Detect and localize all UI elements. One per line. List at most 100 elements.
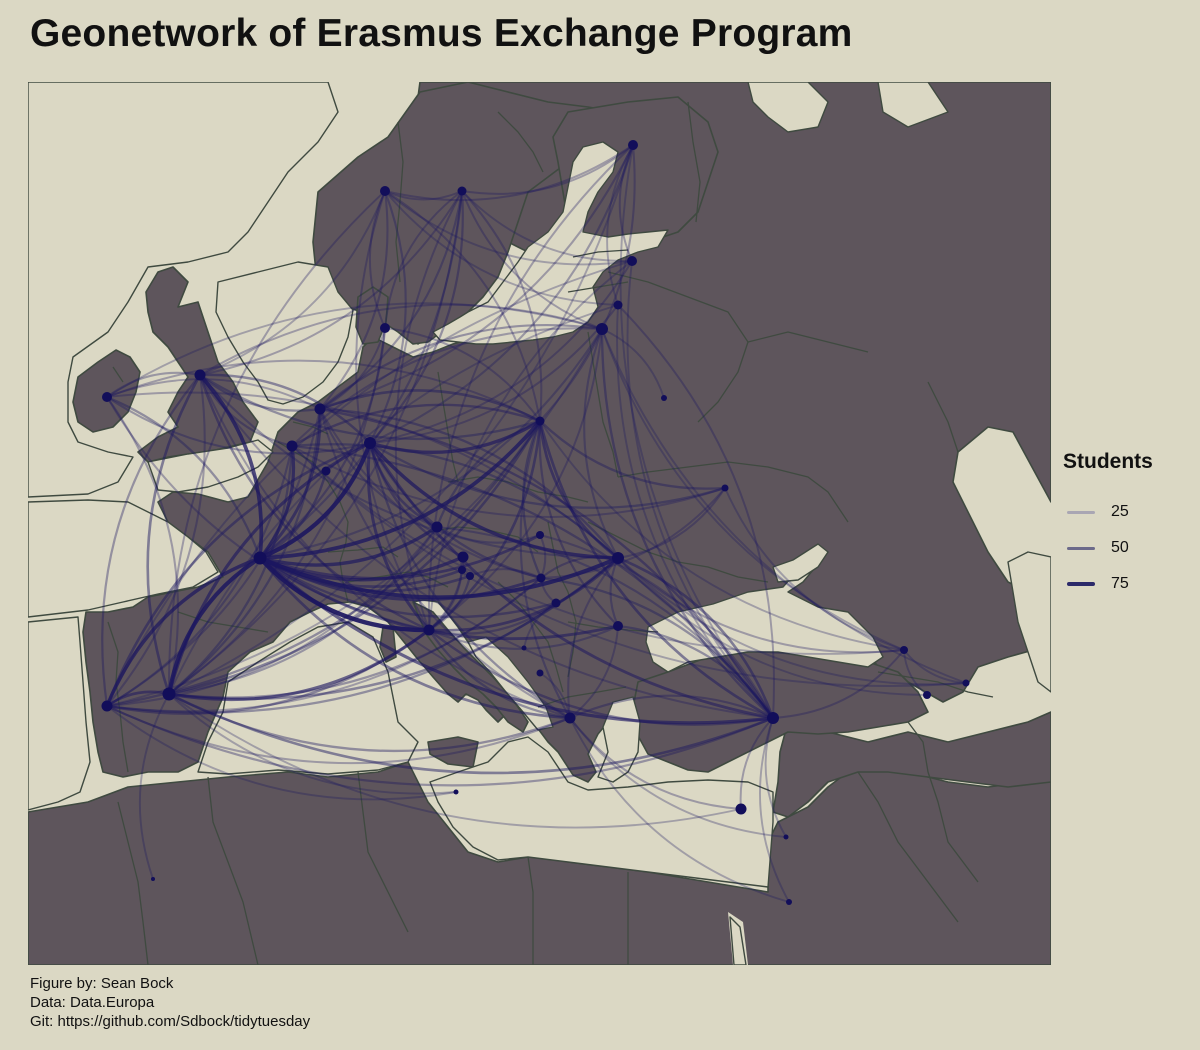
flow-GE-AM xyxy=(903,649,928,696)
flow-LT-BE xyxy=(290,327,604,448)
flow-UK-SE xyxy=(199,190,463,376)
flow-ES-BE xyxy=(167,444,294,696)
north-sea xyxy=(215,261,354,405)
node-RS xyxy=(551,598,561,608)
flow-NL-HU xyxy=(318,407,543,580)
flow-FR-SE xyxy=(258,189,464,560)
flow-ES-FI xyxy=(168,144,634,695)
flow-ES-TR xyxy=(167,692,775,775)
node-ES xyxy=(162,687,176,701)
flow-LT-RO xyxy=(583,327,620,560)
flow-NO-EE xyxy=(384,190,633,266)
border-hu-ro xyxy=(547,521,569,593)
mediterranean-west xyxy=(197,621,419,775)
flow-FR-DE xyxy=(257,440,373,561)
border-no-se xyxy=(395,121,404,283)
node-LU xyxy=(321,466,331,476)
border-lt-lv xyxy=(567,281,629,293)
atlantic-west xyxy=(28,82,339,498)
flow-LT-AZ xyxy=(601,328,967,684)
border-de-pl xyxy=(437,371,459,483)
flow-DE-PT xyxy=(105,441,372,708)
border-pl-by xyxy=(587,331,619,478)
flow-DE-AT xyxy=(368,441,465,559)
legend-swatch-25 xyxy=(1067,510,1095,514)
flow-NL-SE xyxy=(318,189,464,411)
flow-ES-DZ xyxy=(138,693,170,880)
flow-TR-BE xyxy=(290,444,775,720)
flow-SE-EE xyxy=(461,190,633,262)
flow-DE-FI xyxy=(368,143,635,445)
node-IE xyxy=(102,392,112,402)
flow-PL-GR xyxy=(519,419,572,720)
node-BE xyxy=(286,440,298,452)
node-AT xyxy=(457,551,469,563)
node-NO xyxy=(380,186,390,196)
flow-FR-GR xyxy=(258,556,572,720)
node-BY xyxy=(661,395,667,401)
flow-FR-RO xyxy=(258,556,620,600)
flow-TR-LB xyxy=(764,717,787,838)
flow-NL-GR xyxy=(318,407,572,720)
flow-PT-CZ xyxy=(106,526,438,707)
flow-GR-BG xyxy=(569,625,619,719)
flow-RO-UA xyxy=(616,486,727,560)
flow-FR-UK xyxy=(198,373,264,560)
gulf-of-suez xyxy=(729,916,747,965)
border-ua-south xyxy=(587,521,769,583)
flow-NO-SE xyxy=(384,190,463,201)
flow-FI-TR xyxy=(619,144,774,719)
flow-DE-LV xyxy=(368,303,620,445)
flow-PL-DK xyxy=(384,327,541,422)
node-DK xyxy=(380,323,390,333)
flow-RO-BE xyxy=(290,443,620,560)
middle-east xyxy=(772,711,1051,818)
flow-DE-NO xyxy=(368,189,407,445)
flow-IT-GR xyxy=(427,628,572,720)
flow-TR-LV xyxy=(617,304,775,719)
border-fr-es xyxy=(177,611,269,633)
flow-DE-EE xyxy=(369,260,633,444)
sea-layer xyxy=(28,82,1051,965)
flow-SE-DK xyxy=(384,190,463,329)
flow-RO-AM xyxy=(617,557,928,696)
flow-TR-HU xyxy=(539,576,775,720)
caption-data-source: Data: Data.Europa xyxy=(30,994,155,1011)
node-CY xyxy=(735,803,747,815)
english-channel xyxy=(147,439,274,493)
legend-item-75: 75 xyxy=(1063,566,1193,602)
flow-FR-IT xyxy=(257,555,432,633)
flow-TR-GE xyxy=(772,649,905,719)
flow-IT-RO xyxy=(427,556,620,632)
flow-PL-HU xyxy=(522,419,543,580)
flow-PL-SE xyxy=(460,189,543,423)
flow-PL-FI xyxy=(538,143,636,423)
flow-IT-SI xyxy=(427,568,464,632)
flow-ES-IE xyxy=(105,395,180,696)
border-africa-4 xyxy=(527,856,534,965)
flow-TR-GR xyxy=(568,694,775,720)
flow-DE-SE xyxy=(368,189,464,445)
node-CZ xyxy=(431,521,443,533)
sicily xyxy=(427,736,479,768)
flow-NL-DK xyxy=(319,327,386,410)
node-BG xyxy=(613,621,623,631)
flow-UK-NO xyxy=(199,190,386,376)
flow-FI-IT xyxy=(427,144,634,631)
node-LV xyxy=(613,300,623,310)
flow-LV-ES xyxy=(168,304,619,695)
flow-ES-CZ xyxy=(167,525,439,696)
nodes-layer xyxy=(101,140,970,905)
flow-UK-RO xyxy=(198,373,620,560)
flow-PT-LT xyxy=(106,328,603,707)
border-iraq-iran xyxy=(927,771,979,883)
flow-PL-RO xyxy=(538,419,620,560)
flow-LT-NL xyxy=(318,324,604,411)
caption-git-link[interactable]: Git: https://github.com/Sdbock/tidytuesd… xyxy=(30,1013,311,1030)
flow-PL-UA xyxy=(538,419,727,490)
node-LB xyxy=(783,834,789,840)
flow-PL-NO xyxy=(384,190,541,422)
legend-item-25: 25 xyxy=(1063,494,1193,530)
node-RO xyxy=(612,552,624,564)
node-FI xyxy=(628,140,638,150)
